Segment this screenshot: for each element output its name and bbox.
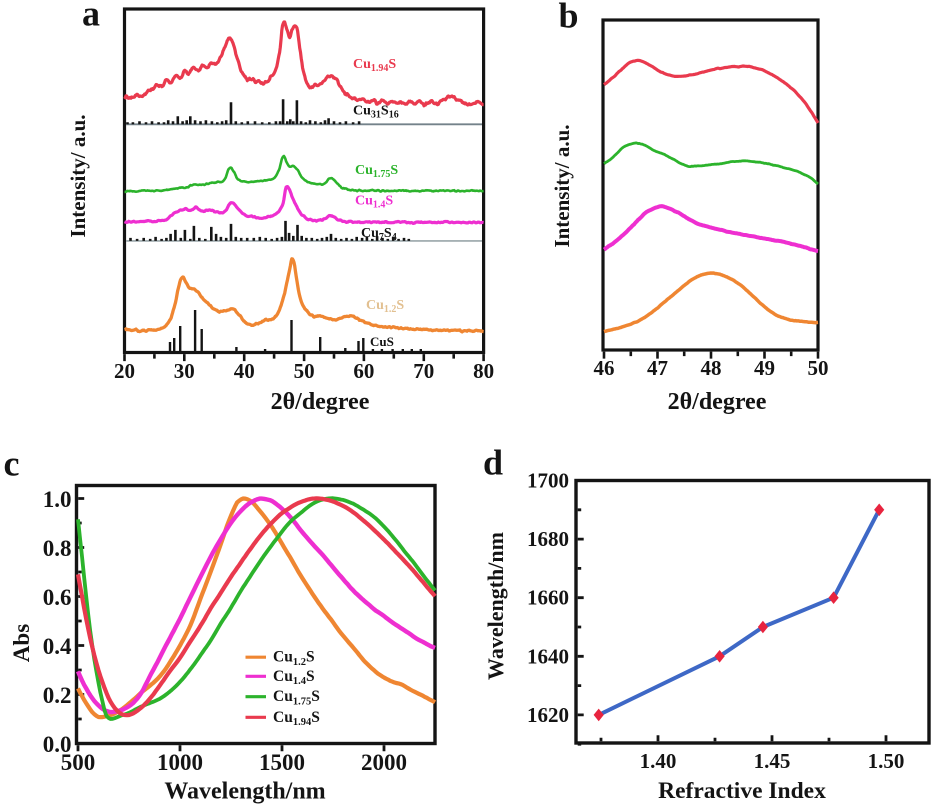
svg-text:1660: 1660 bbox=[527, 586, 569, 610]
svg-text:49: 49 bbox=[754, 356, 775, 380]
svg-text:500: 500 bbox=[61, 750, 96, 775]
svg-text:0.2: 0.2 bbox=[43, 683, 72, 708]
svg-text:50: 50 bbox=[294, 359, 315, 383]
svg-text:Cu31S16: Cu31S16 bbox=[353, 104, 399, 121]
svg-text:1.40: 1.40 bbox=[640, 749, 677, 773]
svg-text:Wavelength/nm: Wavelength/nm bbox=[164, 779, 325, 805]
svg-text:CuS: CuS bbox=[370, 334, 394, 349]
svg-text:1.45: 1.45 bbox=[754, 749, 791, 773]
svg-text:d: d bbox=[483, 442, 503, 482]
svg-text:60: 60 bbox=[353, 359, 374, 383]
svg-text:2000: 2000 bbox=[361, 750, 407, 775]
svg-text:0.4: 0.4 bbox=[43, 634, 72, 659]
svg-text:2θ/degree: 2θ/degree bbox=[668, 389, 767, 415]
svg-text:30: 30 bbox=[174, 359, 195, 383]
svg-text:2θ/degree: 2θ/degree bbox=[271, 389, 370, 415]
svg-text:46: 46 bbox=[594, 356, 615, 380]
svg-text:1620: 1620 bbox=[527, 703, 569, 727]
svg-text:Refractive Index: Refractive Index bbox=[658, 778, 826, 804]
svg-text:48: 48 bbox=[701, 356, 722, 380]
svg-text:1680: 1680 bbox=[527, 527, 569, 551]
svg-text:1640: 1640 bbox=[527, 644, 569, 668]
svg-text:80: 80 bbox=[473, 359, 494, 383]
svg-text:1.0: 1.0 bbox=[43, 487, 72, 512]
svg-text:70: 70 bbox=[413, 359, 434, 383]
svg-text:50: 50 bbox=[808, 356, 829, 380]
svg-text:a: a bbox=[82, 0, 100, 34]
svg-text:0.8: 0.8 bbox=[43, 536, 72, 561]
svg-text:20: 20 bbox=[114, 359, 135, 383]
svg-text:1700: 1700 bbox=[527, 469, 569, 493]
svg-text:0.6: 0.6 bbox=[43, 585, 72, 610]
svg-text:Abs: Abs bbox=[9, 624, 34, 662]
svg-text:Cu7S4: Cu7S4 bbox=[361, 226, 397, 243]
svg-text:Intensity/ a.u.: Intensity/ a.u. bbox=[66, 114, 90, 237]
svg-text:1000: 1000 bbox=[157, 750, 203, 775]
svg-text:Intensity/ a.u.: Intensity/ a.u. bbox=[550, 124, 574, 247]
svg-text:0.0: 0.0 bbox=[43, 732, 72, 757]
svg-text:1.50: 1.50 bbox=[868, 749, 905, 773]
svg-text:b: b bbox=[558, 0, 578, 36]
svg-text:c: c bbox=[4, 444, 20, 484]
svg-text:47: 47 bbox=[647, 356, 668, 380]
svg-text:1500: 1500 bbox=[259, 750, 305, 775]
svg-text:Wavelength/nm: Wavelength/nm bbox=[483, 532, 508, 680]
svg-text:40: 40 bbox=[234, 359, 255, 383]
